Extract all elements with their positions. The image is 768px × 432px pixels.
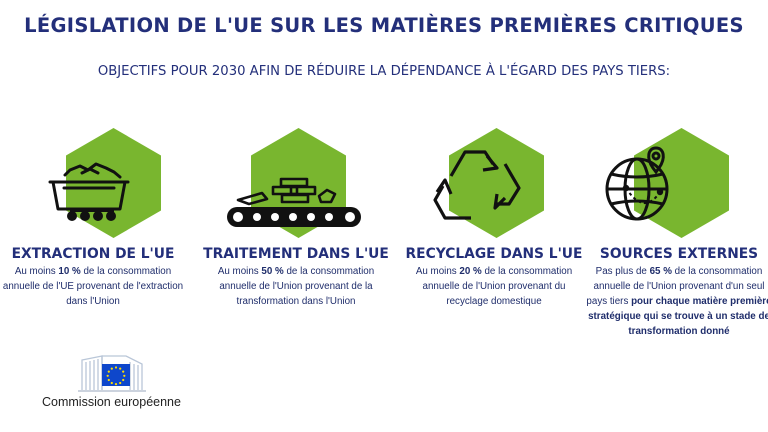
recycle-icon <box>433 150 521 220</box>
column-heading: TRAITEMENT DANS L'UE <box>203 246 389 262</box>
column-heading: EXTRACTION DE L'UE <box>11 246 175 262</box>
column-heading: RECYCLAGE DANS L'UE <box>405 246 583 262</box>
page-title: LÉGISLATION DE L'UE SUR LES MATIÈRES PRE… <box>24 14 744 37</box>
column-external-sources: SOURCES EXTERNES Pas plus de 65 % de la … <box>586 120 768 339</box>
column-description: Au moins 10 % de la consommation annuell… <box>2 266 184 307</box>
column-recycling: RECYCLAGE DANS L'UE Au moins 20 % de la … <box>401 120 587 309</box>
logo-text: Commission européenne <box>42 395 181 409</box>
column-extraction: EXTRACTION DE L'UE Au moins 10 % de la c… <box>0 120 186 309</box>
mine-cart-icon <box>48 162 130 221</box>
column-heading: SOURCES EXTERNES <box>599 246 759 262</box>
globe-pin-icon <box>605 146 669 221</box>
eu-commission-logo <box>78 355 146 392</box>
page-subtitle: OBJECTIFS POUR 2030 AFIN DE RÉDUIRE LA D… <box>97 64 671 79</box>
column-description: Pas plus de 65 % de la consommation annu… <box>586 266 768 337</box>
conveyor-belt-icon <box>227 177 361 227</box>
column-description: Au moins 50 % de la consommation annuell… <box>217 266 375 307</box>
column-processing: TRAITEMENT DANS L'UE Au moins 50 % de la… <box>203 120 389 309</box>
column-description: Au moins 20 % de la consommation annuell… <box>415 266 573 307</box>
